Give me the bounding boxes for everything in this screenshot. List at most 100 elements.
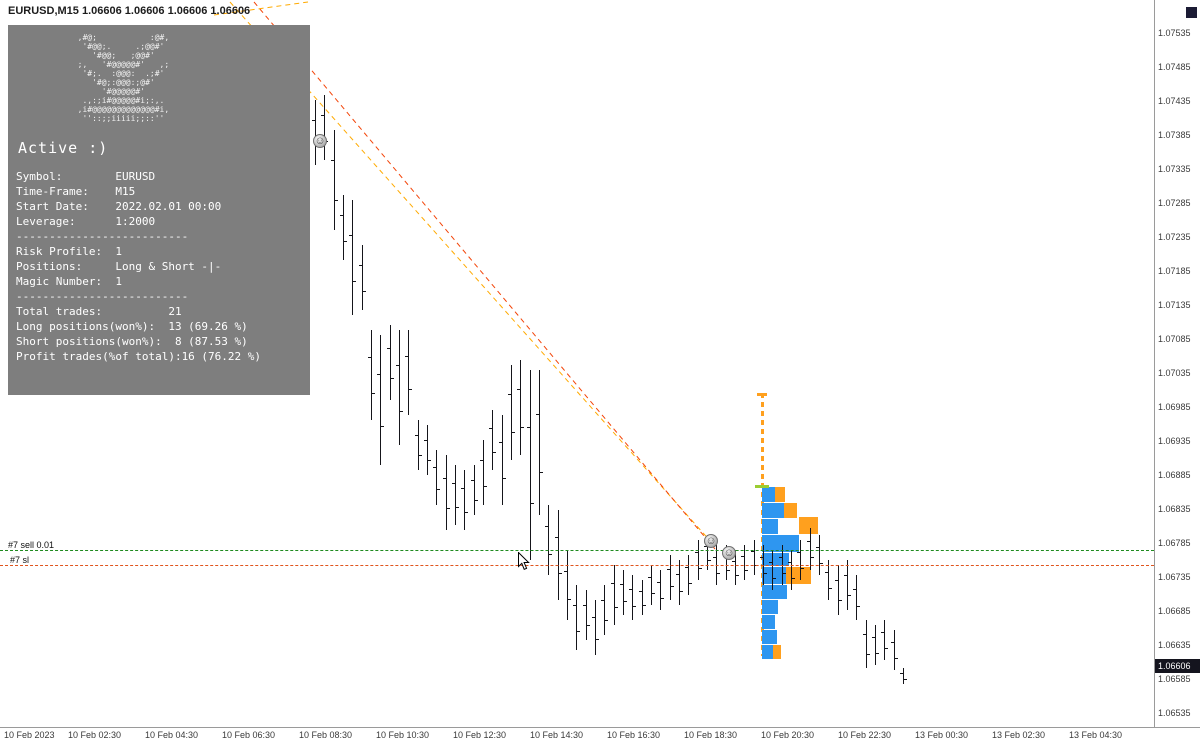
ohlc-open-tick bbox=[844, 575, 847, 576]
sell-order-line[interactable] bbox=[0, 550, 1154, 551]
time-scale[interactable]: 10 Feb 2023 10 Feb 02:30 10 Feb 04:30 10 Fe… bbox=[0, 727, 1200, 742]
ohlc-close-tick bbox=[549, 554, 552, 555]
price-axis-label: 1.07285 bbox=[1158, 198, 1191, 208]
ohlc-bar bbox=[530, 370, 531, 560]
ohlc-bar bbox=[558, 510, 559, 600]
ohlc-close-tick bbox=[820, 563, 823, 564]
ohlc-bar bbox=[660, 570, 661, 610]
ohlc-open-tick bbox=[415, 435, 418, 436]
time-axis-label: 10 Feb 08:30 bbox=[299, 730, 353, 740]
volume-profile-poc-bar bbox=[799, 517, 818, 534]
ohlc-open-tick bbox=[443, 478, 446, 479]
ohlc-open-tick bbox=[377, 374, 380, 375]
ohlc-close-tick bbox=[829, 588, 832, 589]
volume-profile-poc-bar bbox=[773, 645, 781, 659]
ohlc-close-tick bbox=[671, 586, 674, 587]
ohlc-open-tick bbox=[321, 115, 324, 116]
time-axis-label: 10 Feb 10:30 bbox=[376, 730, 430, 740]
ohlc-bar bbox=[511, 365, 512, 460]
ohlc-close-tick bbox=[540, 472, 543, 473]
volume-profile-bar bbox=[762, 615, 775, 629]
volume-profile-tick bbox=[757, 393, 767, 396]
ohlc-bar bbox=[483, 440, 484, 505]
price-axis-label: 1.07035 bbox=[1158, 368, 1191, 378]
ohlc-open-tick bbox=[872, 637, 875, 638]
ohlc-open-tick bbox=[536, 414, 539, 415]
ohlc-open-tick bbox=[900, 673, 903, 674]
ohlc-close-tick bbox=[391, 378, 394, 379]
ohlc-close-tick bbox=[633, 606, 636, 607]
ohlc-bar bbox=[800, 540, 801, 580]
ohlc-open-tick bbox=[853, 589, 856, 590]
ohlc-close-tick bbox=[484, 486, 487, 487]
ohlc-close-tick bbox=[745, 570, 748, 571]
ohlc-close-tick bbox=[699, 568, 702, 569]
ohlc-bar bbox=[492, 410, 493, 470]
ohlc-open-tick bbox=[368, 357, 371, 358]
ohlc-close-tick bbox=[335, 200, 338, 201]
ohlc-open-tick bbox=[461, 488, 464, 489]
ohlc-open-tick bbox=[517, 389, 520, 390]
time-axis-label: 13 Feb 00:30 bbox=[915, 730, 969, 740]
ohlc-bar bbox=[362, 245, 363, 310]
stop-loss-line[interactable] bbox=[0, 565, 1154, 566]
ohlc-bar bbox=[474, 465, 475, 515]
ohlc-close-tick bbox=[652, 593, 655, 594]
price-axis-label: 1.07435 bbox=[1158, 96, 1191, 106]
price-axis-label: 1.06635 bbox=[1158, 640, 1191, 650]
ohlc-close-tick bbox=[596, 639, 599, 640]
ohlc-bar bbox=[884, 620, 885, 660]
price-axis-label: 1.07385 bbox=[1158, 130, 1191, 140]
ohlc-close-tick bbox=[783, 573, 786, 574]
ohlc-bar bbox=[371, 330, 372, 420]
ohlc-bar bbox=[875, 625, 876, 665]
ohlc-close-tick bbox=[661, 598, 664, 599]
time-axis-label: 10 Feb 20:30 bbox=[761, 730, 815, 740]
price-axis-label: 1.06835 bbox=[1158, 504, 1191, 514]
time-axis-label: 10 Feb 02:30 bbox=[68, 730, 122, 740]
ohlc-close-tick bbox=[811, 557, 814, 558]
price-scale[interactable]: 1.06606 1.07535 1.07485 1.07435 1.07385 1.07… bbox=[1154, 0, 1200, 727]
chart-corner-icon[interactable] bbox=[1186, 7, 1197, 18]
ohlc-bar bbox=[567, 550, 568, 620]
ohlc-open-tick bbox=[312, 120, 315, 121]
price-axis-label: 1.07485 bbox=[1158, 62, 1191, 72]
price-axis-label: 1.06585 bbox=[1158, 674, 1191, 684]
price-axis-label: 1.07185 bbox=[1158, 266, 1191, 276]
dashed-trendline[interactable] bbox=[253, 1, 716, 550]
ohlc-bar bbox=[586, 590, 587, 640]
ohlc-bar bbox=[334, 130, 335, 230]
current-price-badge: 1.06606 bbox=[1155, 659, 1200, 673]
ohlc-open-tick bbox=[527, 427, 530, 428]
ea-status-text: Active :) bbox=[18, 139, 109, 157]
ohlc-bar bbox=[828, 560, 829, 600]
price-axis-label: 1.06535 bbox=[1158, 708, 1191, 718]
ohlc-close-tick bbox=[727, 570, 730, 571]
price-axis-label: 1.07085 bbox=[1158, 334, 1191, 344]
ohlc-open-tick bbox=[891, 642, 894, 643]
ohlc-close-tick bbox=[400, 411, 403, 412]
ohlc-open-tick bbox=[835, 580, 838, 581]
ohlc-bar bbox=[754, 540, 755, 575]
ohlc-bar bbox=[698, 540, 699, 580]
ohlc-open-tick bbox=[545, 526, 548, 527]
ohlc-close-tick bbox=[624, 601, 627, 602]
ohlc-open-tick bbox=[807, 541, 810, 542]
ohlc-open-tick bbox=[359, 265, 362, 266]
ohlc-open-tick bbox=[816, 547, 819, 548]
chart-area[interactable]: #7 sell 0.01 #7 sl ,#@; :@#, '#@@;. .;@@… bbox=[0, 0, 1154, 727]
ohlc-bar bbox=[539, 370, 540, 515]
time-axis-label: 10 Feb 06:30 bbox=[222, 730, 276, 740]
ohlc-bar bbox=[819, 535, 820, 575]
ohlc-open-tick bbox=[685, 567, 688, 568]
price-axis-label: 1.07135 bbox=[1158, 300, 1191, 310]
ohlc-bar bbox=[464, 470, 465, 530]
ohlc-close-tick bbox=[465, 512, 468, 513]
sell-order-label: #7 sell 0.01 bbox=[8, 540, 55, 550]
price-axis-label: 1.06685 bbox=[1158, 606, 1191, 616]
ohlc-open-tick bbox=[471, 480, 474, 481]
ohlc-close-tick bbox=[409, 389, 412, 390]
ohlc-close-tick bbox=[512, 432, 515, 433]
ohlc-open-tick bbox=[639, 591, 642, 592]
